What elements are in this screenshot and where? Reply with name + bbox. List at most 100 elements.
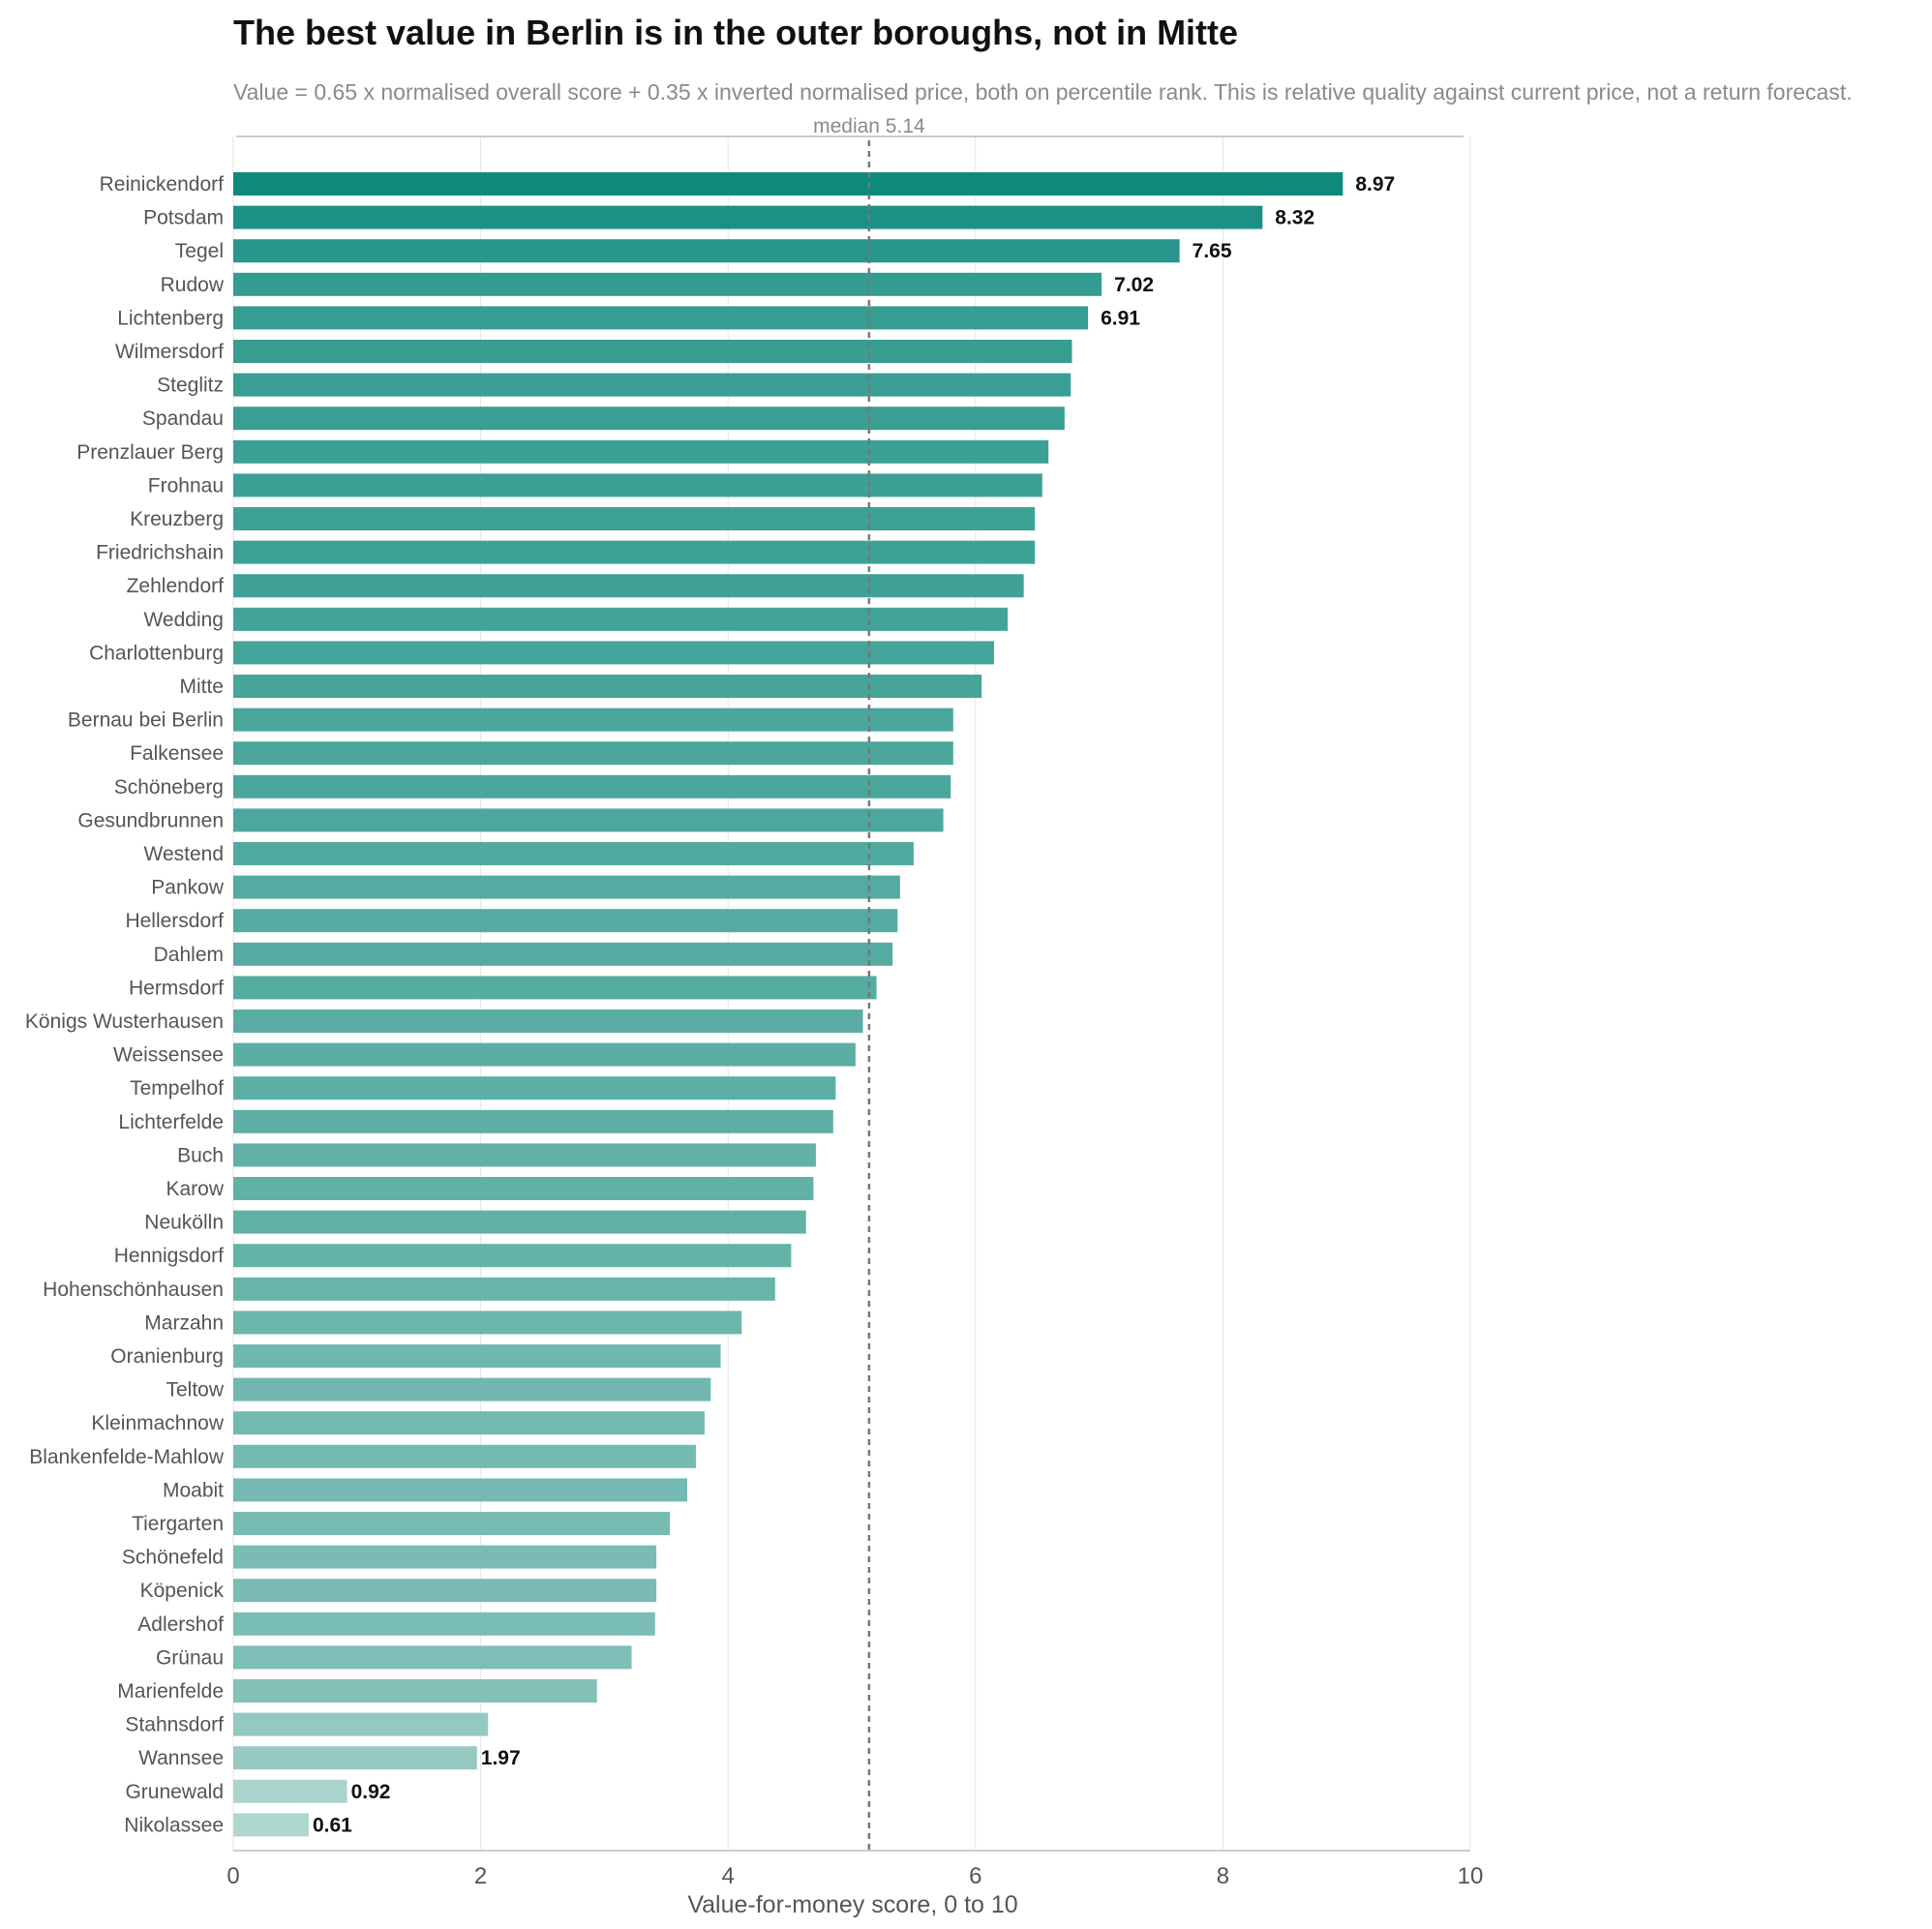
bar (233, 1042, 856, 1067)
chart-title: The best value in Berlin is in the outer… (233, 13, 1238, 52)
bar (233, 1109, 833, 1133)
category-label: Oranienburg (110, 1345, 224, 1368)
bar (233, 1712, 489, 1736)
category-label: Dahlem (154, 944, 224, 966)
category-label: Kleinmachnow (91, 1412, 224, 1434)
bar (233, 540, 1036, 564)
category-label: Hohenschönhausen (43, 1279, 224, 1301)
x-tick-label: 0 (226, 1863, 239, 1889)
category-label: Wannsee (138, 1747, 224, 1769)
x-tick-label: 8 (1217, 1863, 1229, 1889)
bar (233, 340, 1072, 363)
bar (233, 1244, 792, 1268)
category-label: Frohnau (148, 474, 224, 497)
category-label: Nikolassee (124, 1814, 224, 1836)
x-axis: 0 2 4 6 8 10 (226, 1850, 1483, 1889)
x-tick-label: 6 (969, 1863, 981, 1889)
bar (233, 205, 1263, 229)
category-label: Mitte (179, 676, 224, 698)
category-label: Bernau bei Berlin (68, 709, 224, 732)
bar (233, 239, 1180, 263)
bar (233, 1444, 696, 1468)
category-label: Königs Wusterhausen (25, 1010, 224, 1033)
bar (233, 708, 953, 732)
bar (233, 407, 1065, 431)
category-label: Wilmersdorf (115, 341, 224, 363)
bar (233, 1612, 655, 1636)
bar (233, 1411, 705, 1435)
bar (233, 473, 1042, 497)
category-label: Tiergarten (132, 1513, 224, 1535)
category-label: Buch (177, 1144, 224, 1166)
bar (233, 675, 982, 698)
category-label: Rudow (161, 274, 225, 296)
category-label: Marienfelde (117, 1680, 224, 1703)
category-label: Steglitz (157, 375, 224, 397)
x-axis-title: Value-for-money score, 0 to 10 (687, 1891, 1017, 1918)
category-label: Kreuzberg (130, 508, 224, 530)
bar (233, 574, 1024, 598)
bar (233, 641, 994, 665)
category-label: Weissensee (113, 1044, 224, 1067)
category-label: Marzahn (144, 1311, 224, 1334)
category-label: Prenzlauer Berg (76, 441, 224, 464)
category-labels: Reinickendorf Potsdam Tegel Rudow Lichtenber… (25, 173, 225, 1836)
value-label: 8.97 (1355, 173, 1395, 196)
category-label: Tegel (175, 240, 224, 262)
bar (233, 976, 877, 1000)
category-label: Westend (144, 843, 225, 865)
bar (233, 842, 914, 865)
category-label: Hellersdorf (125, 910, 224, 932)
category-label: Karow (166, 1178, 224, 1200)
bar (233, 808, 944, 832)
category-label: Reinickendorf (100, 173, 225, 196)
bar (233, 1377, 711, 1402)
category-label: Grünau (156, 1646, 224, 1669)
bar (233, 1076, 836, 1100)
value-label: 0.92 (351, 1781, 391, 1803)
category-label: Schönefeld (122, 1547, 224, 1569)
category-label: Köpenick (140, 1580, 225, 1602)
bar (233, 1679, 597, 1703)
category-label: Blankenfelde-Mahlow (29, 1446, 225, 1468)
bar (233, 1545, 657, 1569)
median-marker: median 5.14 (813, 115, 925, 1851)
bar (233, 172, 1343, 196)
category-label: Moabit (163, 1479, 224, 1501)
bar (233, 607, 1009, 631)
bar (233, 373, 1072, 397)
bar (233, 1277, 775, 1301)
category-label: Gesundbrunnen (77, 809, 224, 831)
bar (233, 909, 898, 933)
category-label: Friedrichshain (96, 542, 224, 564)
bar (233, 1177, 814, 1200)
category-label: Teltow (166, 1379, 224, 1402)
category-label: Stahnsdorf (125, 1714, 224, 1736)
category-label: Pankow (151, 877, 225, 899)
x-tick-label: 2 (474, 1863, 487, 1889)
bar (233, 1645, 632, 1670)
category-label: Hennigsdorf (114, 1245, 224, 1267)
category-label: Spandau (142, 407, 224, 430)
category-label: Grunewald (125, 1781, 224, 1803)
bar (233, 1210, 806, 1234)
category-label: Hermsdorf (129, 977, 224, 999)
bar (233, 272, 1102, 296)
category-label: Schöneberg (114, 776, 224, 799)
chart-subtitle: Value = 0.65 x normalised overall score … (233, 79, 1853, 105)
category-label: Neukölln (144, 1212, 224, 1234)
bar (233, 1512, 671, 1535)
bar (233, 875, 900, 899)
bar (233, 1010, 863, 1033)
value-label: 7.02 (1114, 274, 1154, 296)
category-label: Adlershof (137, 1613, 224, 1636)
bars: 8.97 8.32 7.65 7.02 6.91 1.97 0.92 0.61 (233, 172, 1395, 1837)
bar (233, 306, 1089, 330)
category-label: Lichterfelde (118, 1111, 224, 1133)
bar (233, 1143, 816, 1167)
bar (233, 1746, 477, 1770)
value-label: 6.91 (1101, 307, 1140, 329)
category-label: Charlottenburg (89, 642, 224, 664)
bar (233, 507, 1036, 530)
